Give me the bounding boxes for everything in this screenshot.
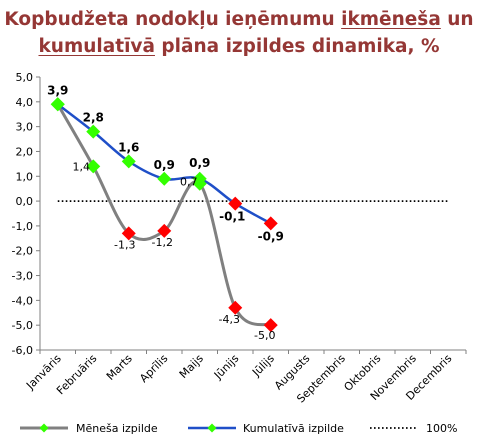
- legend-label-reference: 100%: [426, 422, 457, 435]
- marker-monthly: [263, 318, 278, 333]
- y-tick-label: -1,0: [12, 220, 33, 233]
- data-label-monthly: -1,2: [152, 236, 173, 249]
- marker-cumulative: [50, 97, 65, 112]
- legend-marker-cumulative: [207, 423, 217, 433]
- title-part-5: plāna izpildes dinamika, %: [154, 36, 440, 57]
- y-tick-label: -3,0: [12, 270, 33, 283]
- y-tick-label: 2,0: [16, 145, 34, 158]
- data-label-cumulative: 0,9: [154, 158, 175, 172]
- data-label-monthly: -4,3: [219, 313, 240, 326]
- data-label-monthly: 0,7: [180, 176, 198, 189]
- legend-label-cumulative: Kumulatīvā izpilde: [243, 422, 344, 435]
- title-underlined-cumulative: kumulatīvā: [38, 36, 155, 57]
- x-tick-label: Jūnijs: [211, 352, 242, 383]
- data-label-monthly: -5,0: [254, 329, 275, 342]
- marker-monthly: [157, 223, 172, 238]
- marker-monthly: [86, 159, 101, 174]
- data-label-cumulative: -0,9: [258, 229, 284, 243]
- data-label-cumulative: 2,8: [83, 111, 104, 125]
- marker-cumulative: [228, 196, 243, 211]
- y-tick-label: -5,0: [12, 319, 33, 332]
- data-label-cumulative: -0,1: [219, 210, 245, 224]
- title-underlined-monthly: ikmēneša: [341, 9, 441, 30]
- data-label-monthly: 1,4: [73, 160, 91, 173]
- legend-label-monthly: Mēneša izpilde: [76, 422, 158, 435]
- title-part-1: Kopbudžeta nodokļu ieņēmumu: [4, 9, 342, 30]
- data-label-cumulative: 3,9: [47, 83, 68, 97]
- y-tick-label: 1,0: [16, 170, 34, 183]
- y-tick-label: 0,0: [16, 195, 34, 208]
- marker-cumulative: [263, 216, 278, 231]
- x-tick-label: Jūlijs: [249, 352, 277, 380]
- marker-cumulative: [192, 171, 207, 186]
- y-tick-label: -4,0: [12, 294, 33, 307]
- marker-cumulative: [86, 124, 101, 139]
- data-label-cumulative: 0,9: [189, 156, 210, 170]
- marker-cumulative: [157, 171, 172, 186]
- chart-title: Kopbudžeta nodokļu ieņēmumu ikmēneša un …: [0, 6, 478, 60]
- legend-marker-monthly: [39, 423, 49, 433]
- y-tick-label: -6,0: [12, 344, 33, 357]
- y-tick-label: -2,0: [12, 245, 33, 258]
- title-part-3: un: [440, 9, 474, 30]
- data-label-monthly: -1,3: [114, 238, 135, 251]
- y-tick-label: 4,0: [16, 96, 34, 109]
- y-tick-label: 3,0: [16, 121, 34, 134]
- data-label-cumulative: 1,6: [118, 140, 139, 154]
- x-tick-label: Aprīlis: [137, 352, 170, 385]
- marker-cumulative: [121, 154, 136, 169]
- marker-monthly: [228, 300, 243, 315]
- marker-monthly: [121, 226, 136, 241]
- x-tick-label: Marts: [104, 352, 135, 383]
- x-tick-label: Maijs: [177, 352, 206, 381]
- y-tick-label: 5,0: [16, 71, 34, 84]
